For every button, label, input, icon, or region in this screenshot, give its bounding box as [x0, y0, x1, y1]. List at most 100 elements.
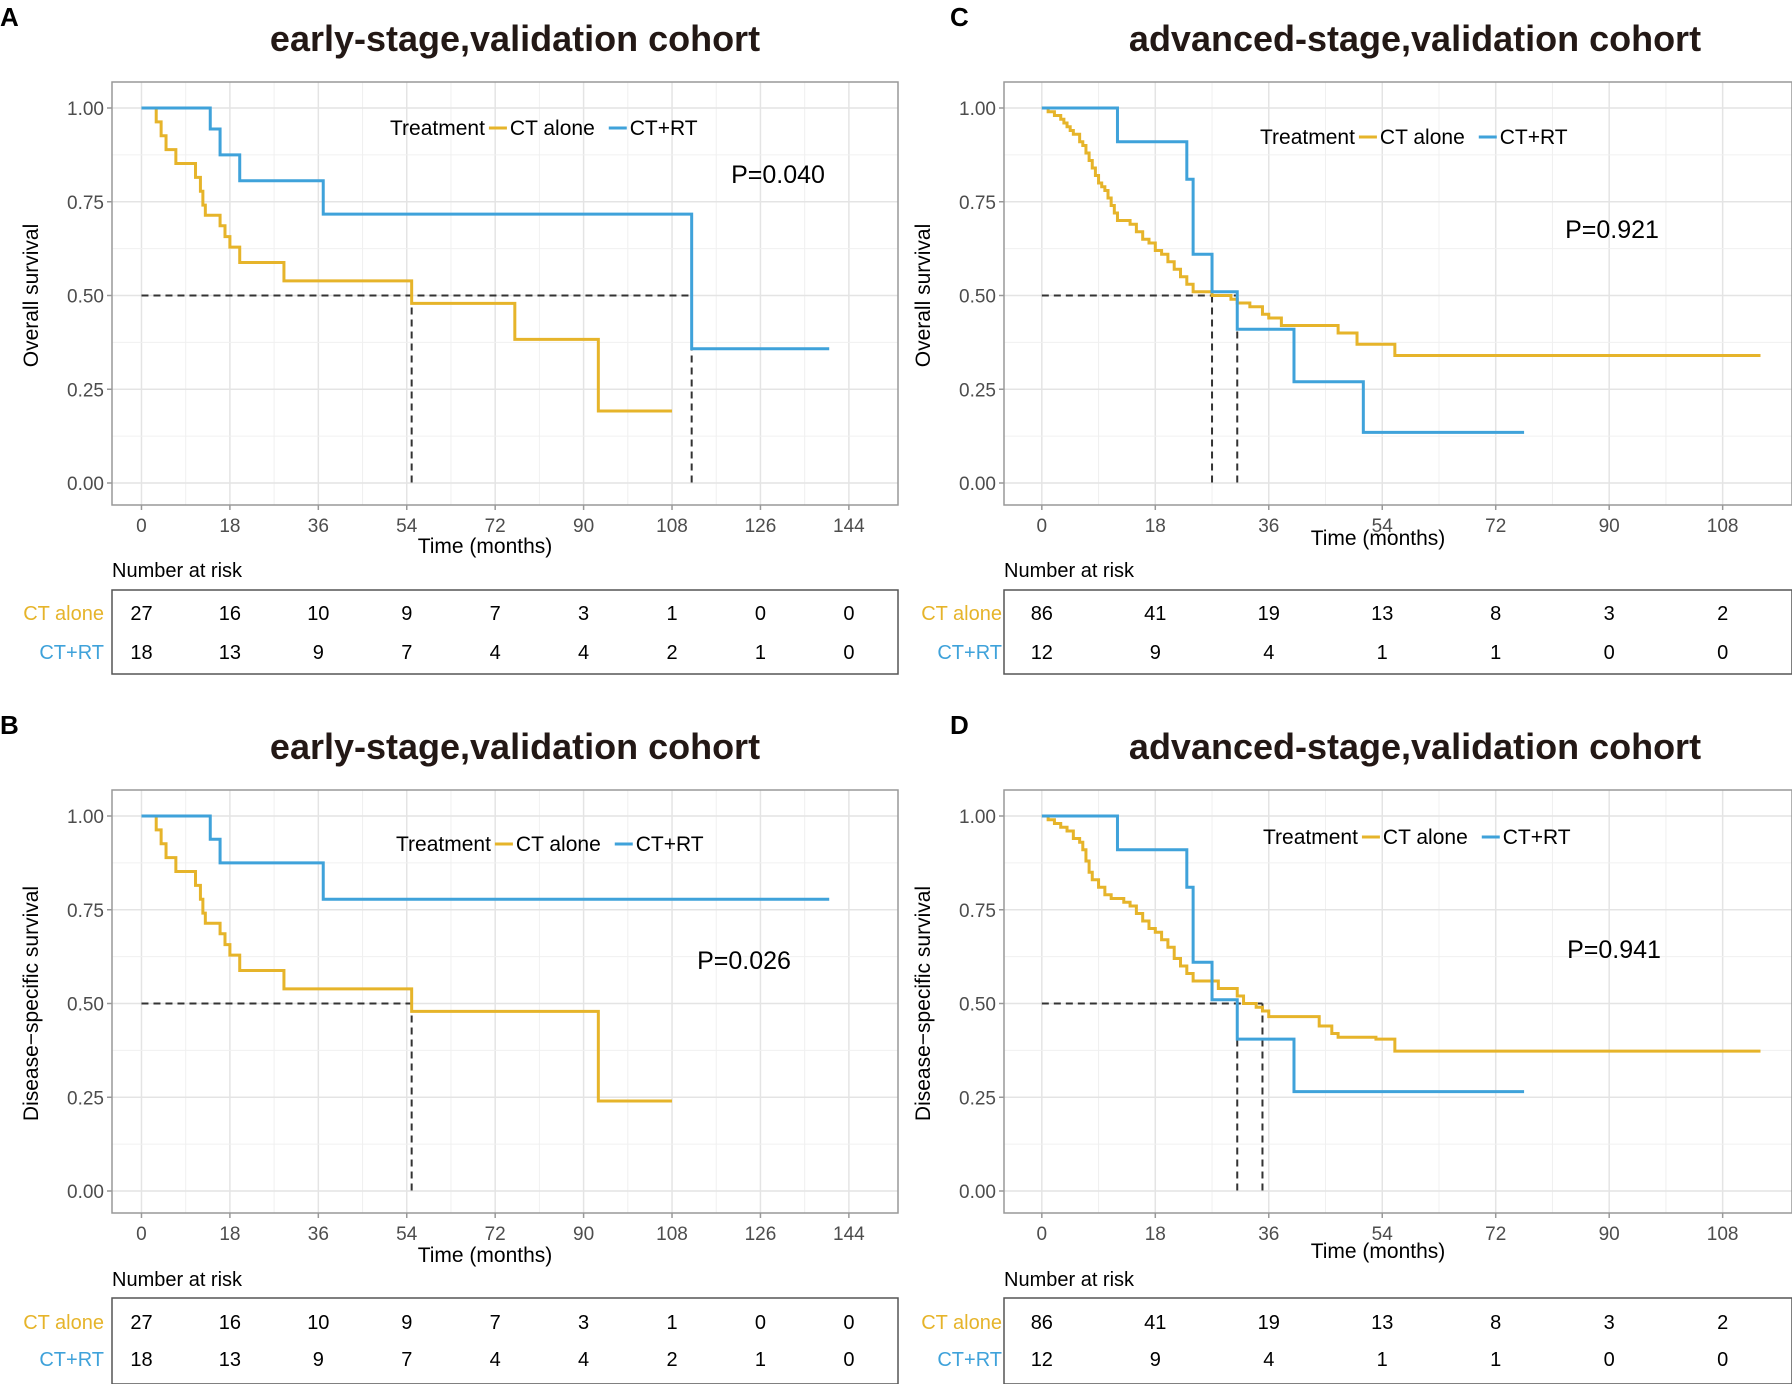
y-tick-label: 0.50	[67, 287, 104, 308]
risk-count: 41	[1144, 603, 1166, 625]
x-tick-label: 90	[573, 1224, 594, 1245]
legend-title: Treatment	[1263, 826, 1358, 849]
risk-count: 9	[1150, 642, 1161, 664]
risk-count: 4	[490, 1349, 501, 1371]
risk-table-frame	[111, 589, 899, 675]
km-curve-ct-alone	[1041, 106, 1761, 357]
legend-label: CT alone	[510, 117, 595, 140]
panel-letter: C	[950, 2, 969, 32]
risk-count: 2	[666, 1349, 677, 1371]
x-axis-label: Time (months)	[418, 1244, 553, 1267]
median-reference	[141, 294, 693, 483]
x-tick-label: 90	[573, 516, 594, 537]
p-value: P=0.040	[731, 161, 825, 189]
risk-count: 9	[1150, 1349, 1161, 1371]
risk-count: 1	[1490, 642, 1501, 664]
panel-letter: D	[950, 710, 969, 740]
y-axis-label: Overall survival	[20, 224, 43, 368]
risk-count: 7	[401, 642, 412, 664]
risk-count: 86	[1031, 603, 1053, 625]
panel-letter: A	[0, 2, 19, 32]
x-tick-label: 108	[1707, 1224, 1739, 1245]
y-tick-label: 0.50	[67, 995, 104, 1016]
risk-count: 0	[755, 603, 766, 625]
p-value: P=0.026	[697, 947, 791, 975]
risk-table-title: Number at risk	[1004, 1269, 1135, 1291]
x-tick-label: 144	[833, 1224, 865, 1245]
risk-count: 9	[313, 642, 324, 664]
y-tick-label: 1.00	[959, 807, 996, 828]
plot-frame	[111, 81, 899, 506]
legend: Treatment CT alone CT+RT	[396, 833, 704, 856]
x-axis-label: Time (months)	[1311, 527, 1446, 550]
risk-count: 3	[1604, 1312, 1615, 1334]
km-curve-ct-alone	[141, 106, 673, 413]
y-tick-label: 1.00	[67, 807, 104, 828]
risk-count: 2	[666, 642, 677, 664]
x-tick-label: 90	[1599, 516, 1620, 537]
x-tick-label: 108	[1707, 516, 1739, 537]
risk-count: 9	[313, 1349, 324, 1371]
risk-count: 1	[755, 642, 766, 664]
km-curve-ct-rt	[1041, 106, 1525, 434]
risk-table-title: Number at risk	[112, 560, 243, 582]
y-tick-label: 0.00	[959, 1182, 996, 1203]
risk-count: 8	[1490, 1312, 1501, 1334]
km-curve-ct-rt	[141, 106, 830, 351]
chart-title: early-stage,validation cohort	[270, 18, 760, 59]
x-tick-label: 54	[396, 1224, 418, 1245]
y-tick-label: 0.75	[67, 193, 104, 214]
chart-title: advanced-stage,validation cohort	[1129, 726, 1701, 767]
risk-count: 13	[1371, 603, 1393, 625]
x-tick-label: 36	[1258, 1224, 1279, 1245]
risk-count: 10	[307, 603, 329, 625]
risk-count: 13	[1371, 1312, 1393, 1334]
risk-count: 9	[401, 1312, 412, 1334]
legend-label: CT+RT	[1503, 826, 1571, 849]
km-curve-ct-alone	[141, 814, 673, 1103]
risk-count: 27	[130, 1312, 152, 1334]
x-tick-label: 126	[745, 516, 777, 537]
risk-row-label: CT+RT	[39, 1349, 104, 1371]
risk-count: 0	[843, 603, 854, 625]
risk-row-label: CT alone	[921, 1312, 1002, 1334]
risk-row-label: CT alone	[23, 603, 104, 625]
risk-row-label: CT alone	[23, 1312, 104, 1334]
risk-count: 1	[1377, 642, 1388, 664]
y-tick-label: 1.00	[67, 99, 104, 120]
risk-count: 27	[130, 603, 152, 625]
risk-row-label: CT+RT	[39, 642, 104, 664]
risk-count: 0	[755, 1312, 766, 1334]
gridlines	[1004, 790, 1792, 1213]
x-tick-label: 54	[396, 516, 418, 537]
legend-title: Treatment	[396, 833, 491, 856]
risk-count: 1	[666, 1312, 677, 1334]
x-tick-label: 36	[308, 1224, 329, 1245]
chart-title: advanced-stage,validation cohort	[1129, 18, 1701, 59]
x-tick-label: 36	[308, 516, 329, 537]
legend-label: CT+RT	[630, 117, 698, 140]
risk-count: 2	[1717, 1312, 1728, 1334]
risk-table-title: Number at risk	[1004, 560, 1135, 582]
legend-label: CT alone	[516, 833, 601, 856]
risk-count: 41	[1144, 1312, 1166, 1334]
risk-count: 4	[1263, 1349, 1274, 1371]
gridlines	[1004, 82, 1792, 505]
x-tick-label: 0	[136, 1224, 147, 1245]
x-tick-label: 36	[1258, 516, 1279, 537]
y-tick-label: 0.00	[959, 474, 996, 495]
legend: Treatment CT alone CT+RT	[390, 117, 698, 140]
legend-label: CT+RT	[1500, 126, 1568, 149]
risk-count: 19	[1258, 1312, 1280, 1334]
risk-count: 7	[490, 1312, 501, 1334]
x-tick-label: 54	[1372, 516, 1394, 537]
risk-count: 1	[666, 603, 677, 625]
p-value: P=0.941	[1567, 936, 1661, 964]
risk-count: 4	[578, 1349, 589, 1371]
y-axis-label: Overall survival	[912, 224, 935, 368]
